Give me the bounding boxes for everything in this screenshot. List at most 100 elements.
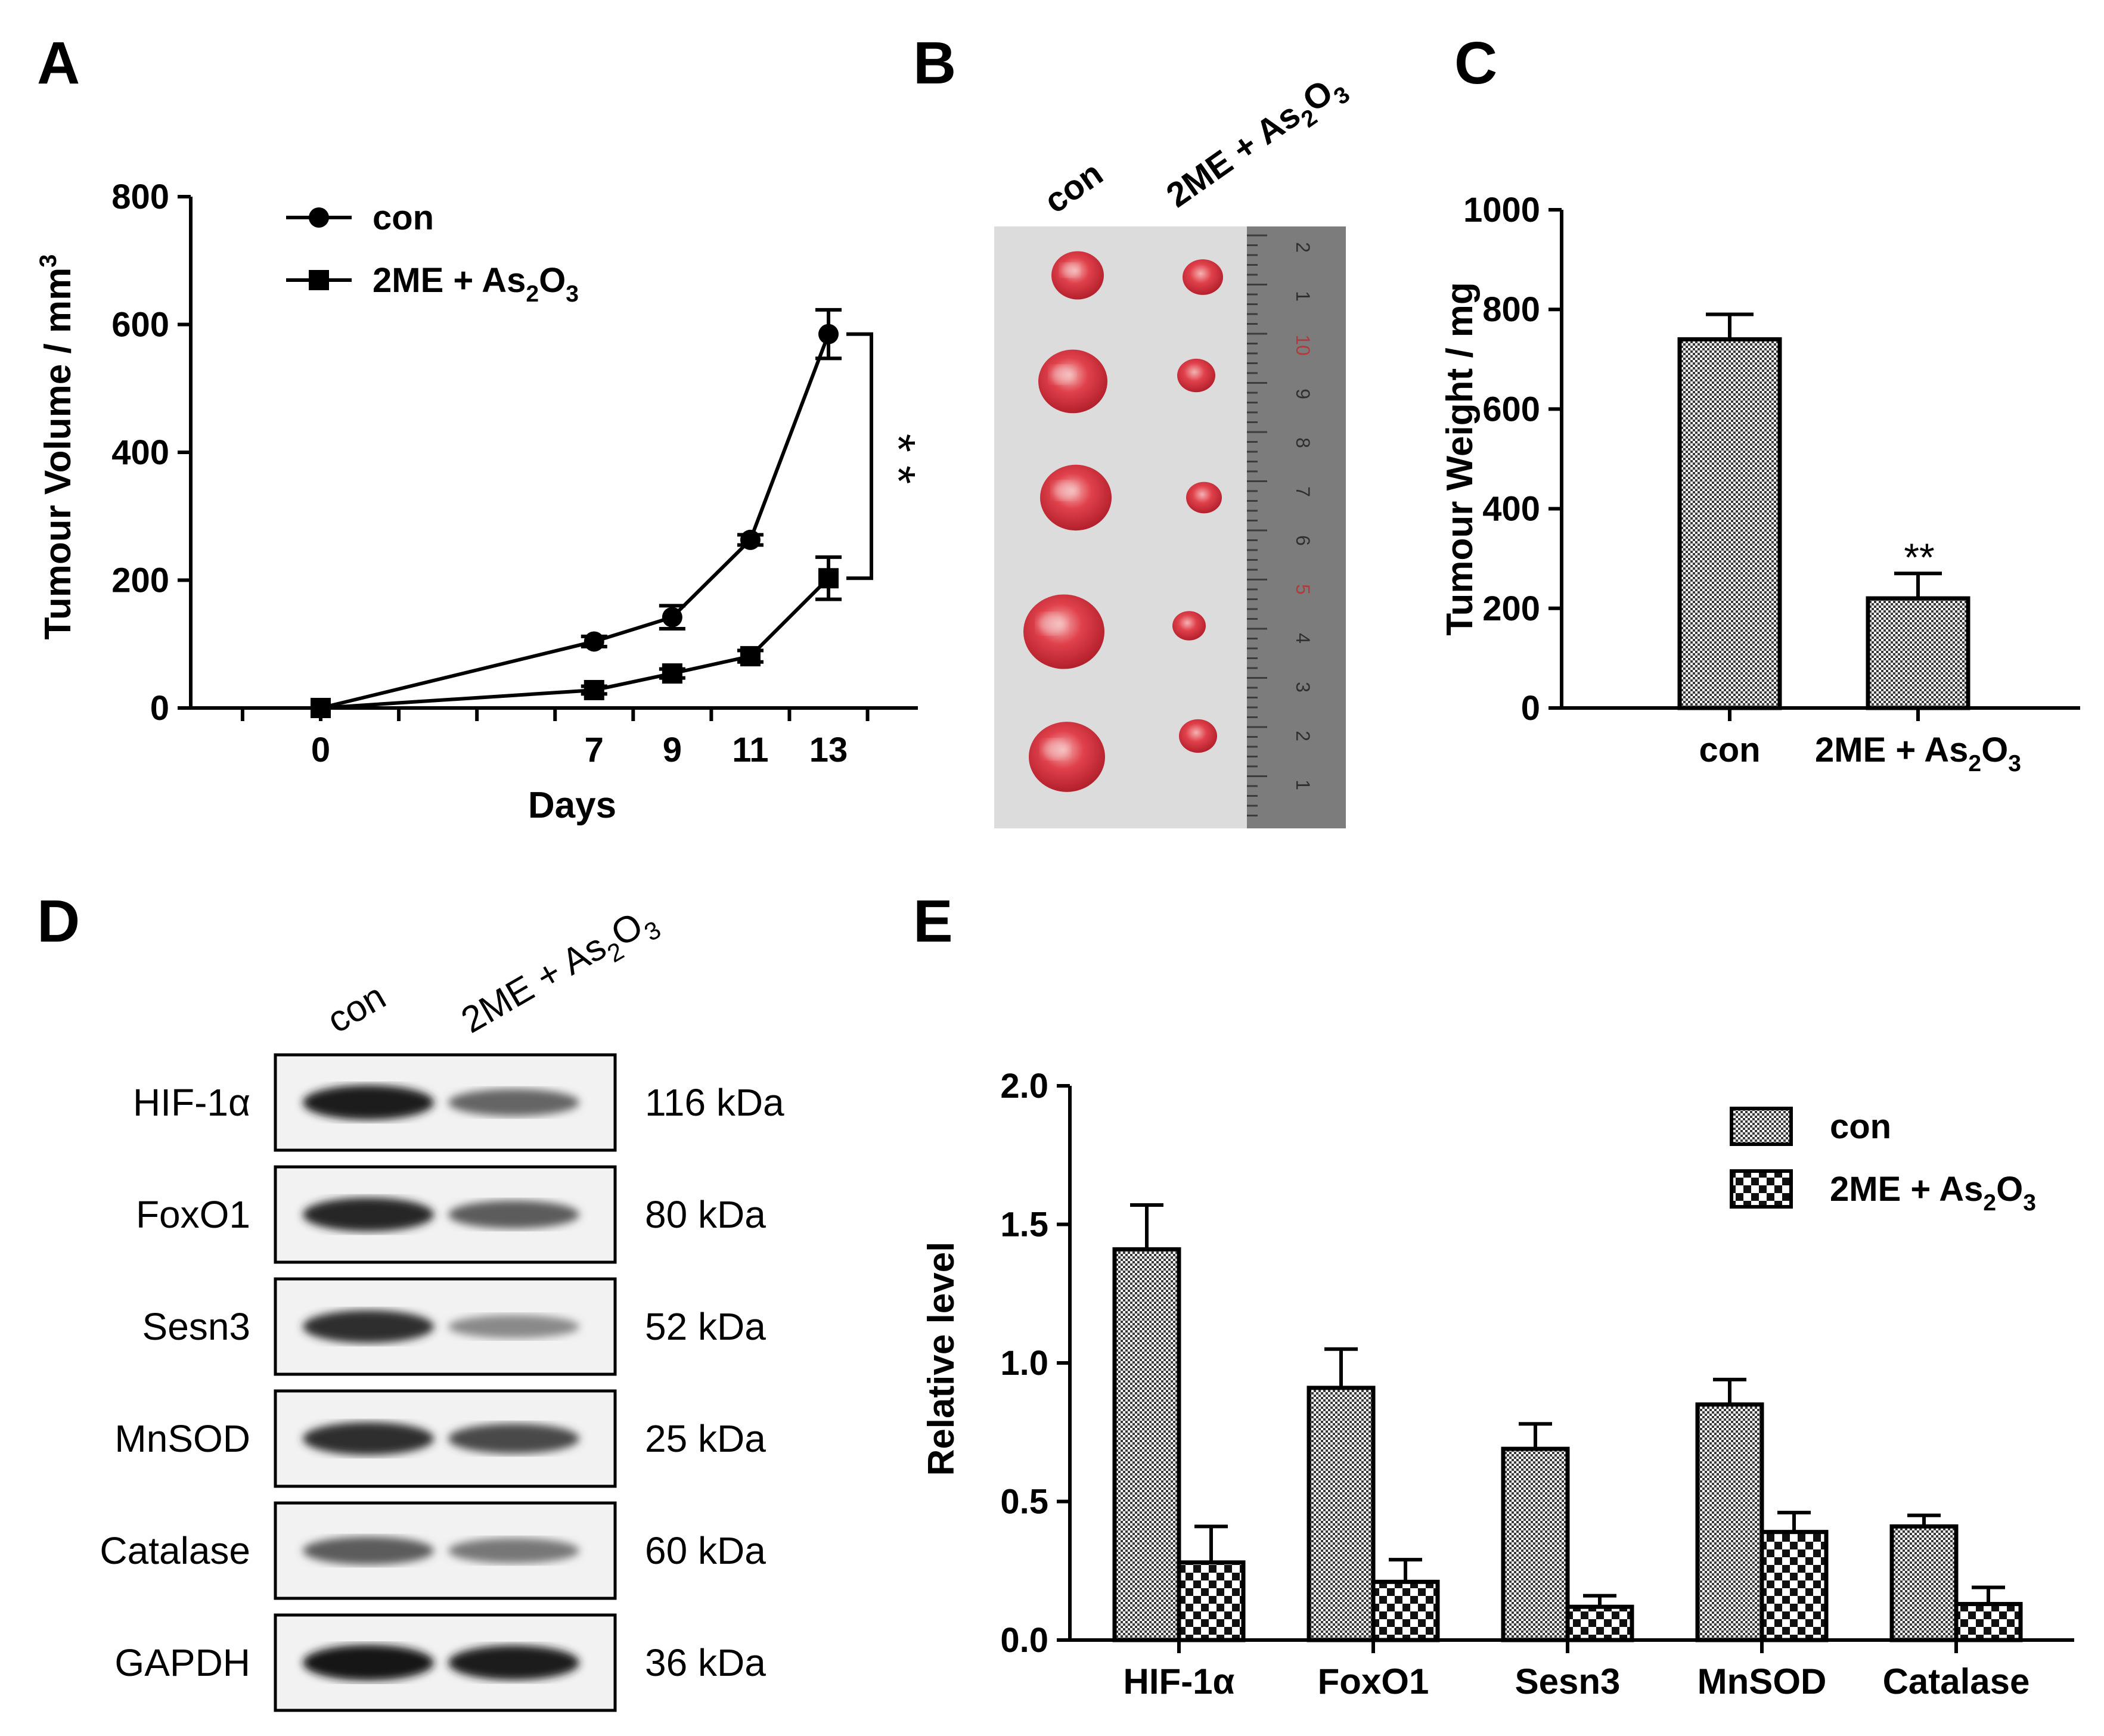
a-legend-label-2me-as2o3-text: 2ME + As	[373, 261, 526, 300]
d-blot-row: MnSOD 25 kDa	[114, 1389, 766, 1488]
d-protein-label: FoxO1	[136, 1193, 250, 1236]
e-bar-treated	[1371, 1579, 1440, 1642]
e-legend-label-con: con	[1830, 1107, 1891, 1146]
a-legend-label-con: con	[373, 198, 434, 237]
a-significance-bracket	[846, 332, 873, 580]
a-point-treated	[740, 646, 761, 667]
b-ruler-number: 5	[1292, 584, 1314, 595]
b-ruler-number: 2	[1292, 242, 1314, 253]
a-significance: * *	[872, 434, 925, 485]
d-kda-label: 80 kDa	[645, 1193, 766, 1236]
e-y-ticklabel: 1.5	[1000, 1206, 1048, 1244]
c-category-label: con	[1699, 731, 1760, 769]
b-tumour-con	[1038, 349, 1107, 414]
e-y-ticklabel: 2.0	[1000, 1067, 1048, 1105]
e-bar-con	[1889, 1524, 1959, 1642]
b-ruler-number: 3	[1292, 682, 1314, 692]
panel-label-a: A	[37, 30, 80, 97]
d-protein-label: Catalase	[100, 1529, 250, 1572]
a-x-ticklabel: 9	[663, 731, 682, 769]
panel-label-d: D	[37, 888, 80, 955]
b-ruler-number: 1	[1292, 780, 1314, 790]
e-bar-con	[1307, 1386, 1376, 1642]
b-tumour-treated	[1183, 259, 1223, 295]
d-band-treated	[448, 1645, 579, 1681]
c-y-ticklabel: 800	[1482, 290, 1540, 329]
e-category-label: FoxO1	[1318, 1662, 1429, 1701]
a-y-ticklabel: 200	[111, 561, 169, 600]
e-bar-con	[1501, 1446, 1570, 1642]
e-legend-label-2me-as2o3: 2ME + As2O3	[1830, 1170, 2036, 1216]
b-tumour-con	[1029, 722, 1105, 792]
b-tumour-con	[1051, 251, 1104, 300]
tumour-weight-bar-chart: 0 200 400 600 800 1000 con 2ME + As2O3 Tumour W…	[1439, 191, 2080, 777]
e-y-ticklabel: 0.0	[1000, 1621, 1048, 1660]
b-ruler-number: 9	[1292, 389, 1314, 399]
a-point-treated	[818, 568, 839, 589]
a-y-ticklabel: 0	[150, 689, 169, 728]
d-kda-label: 60 kDa	[645, 1529, 766, 1572]
c-category-label-text: con	[1699, 731, 1760, 769]
b-ruler-number: 6	[1292, 535, 1314, 546]
a-y-axis-label: Tumour Volume / mm3	[35, 254, 79, 640]
c-bar-treated	[1866, 596, 1970, 710]
d-band-treated	[448, 1423, 579, 1454]
a-x-ticklabel: 13	[809, 731, 848, 769]
c-bar-con	[1677, 337, 1782, 710]
c-y-ticklabel: 200	[1482, 589, 1540, 628]
c-category-label-mid: O	[1981, 731, 2008, 769]
d-kda-label: 36 kDa	[645, 1641, 766, 1684]
b-tumour-highlight	[1037, 613, 1066, 634]
tumour-volume-line-chart: 0 7 9 11 13 0 200 400 600 800 con 2ME + As2O3 Days…	[35, 178, 925, 826]
b-ruler	[1247, 226, 1346, 828]
e-bar-treated	[1954, 1602, 2023, 1642]
e-legend-swatch-con	[1730, 1107, 1793, 1146]
e-legend-label-con-text: con	[1830, 1107, 1891, 1146]
d-protein-label: GAPDH	[114, 1641, 250, 1684]
a-point-treated	[662, 663, 682, 684]
d-kda-label: 52 kDa	[645, 1305, 766, 1348]
western-blot: con 2ME + As2O3 HIF-1α 116 kDa FoxO1 80 kDa S…	[100, 905, 784, 1712]
b-ruler-number: 2	[1292, 731, 1314, 741]
panel-label-b: B	[913, 30, 956, 97]
b-ruler-number: 8	[1292, 437, 1314, 448]
tumour-photo: con 2ME + As2O3 2 1 10 9 8 7 6 5 4 3 2 1	[994, 72, 1355, 828]
b-ruler-number: 10	[1292, 334, 1314, 356]
c-category-label-sub2: 3	[2008, 751, 2021, 777]
a-legend-marker-2me-as2o3	[309, 270, 329, 290]
b-ruler-number: 4	[1292, 633, 1314, 644]
e-legend-label-2me-as2o3-mid: O	[1996, 1170, 2023, 1209]
a-y-ticklabel: 400	[111, 433, 169, 472]
b-ruler-number: 7	[1292, 486, 1314, 497]
d-band-con	[303, 1197, 434, 1232]
b-group-label-treated-text: 2ME + As	[1159, 95, 1307, 215]
a-legend-label-con-text: con	[373, 198, 434, 237]
d-band-treated	[448, 1315, 579, 1339]
e-y-ticklabel: 0.5	[1000, 1483, 1048, 1521]
d-kda-label: 25 kDa	[645, 1417, 766, 1460]
a-x-axis-label: Days	[528, 785, 616, 826]
panel-label-e: E	[913, 888, 953, 955]
b-tumour-con	[1023, 594, 1104, 669]
a-legend-label-2me-as2o3: 2ME + As2O3	[373, 261, 579, 307]
b-tumour-treated	[1172, 611, 1206, 641]
d-band-treated	[448, 1200, 579, 1229]
a-x-ticklabel: 7	[585, 731, 604, 769]
d-band-con	[303, 1536, 434, 1565]
d-band-con	[303, 1645, 434, 1681]
a-y-ticklabel: 600	[111, 306, 169, 344]
c-category-label: 2ME + As2O3	[1815, 731, 2021, 777]
e-y-ticklabel: 1.0	[1000, 1344, 1048, 1383]
e-bar-con	[1112, 1247, 1181, 1642]
e-bar-con	[1695, 1402, 1764, 1642]
b-tumour-treated	[1179, 719, 1217, 753]
a-x-ticklabel: 11	[732, 731, 768, 769]
b-tumour-highlight	[1050, 365, 1075, 383]
a-x-ticklabel: 0	[311, 731, 330, 769]
b-tumour-highlight	[1060, 263, 1079, 277]
e-legend-label-2me-as2o3-sub1: 2	[1983, 1190, 1996, 1216]
d-blot-row: GAPDH 36 kDa	[114, 1613, 766, 1712]
b-group-label-con-text: con	[1037, 154, 1110, 221]
b-ruler-number: 1	[1292, 291, 1314, 302]
e-category-label: Catalase	[1883, 1662, 2030, 1701]
